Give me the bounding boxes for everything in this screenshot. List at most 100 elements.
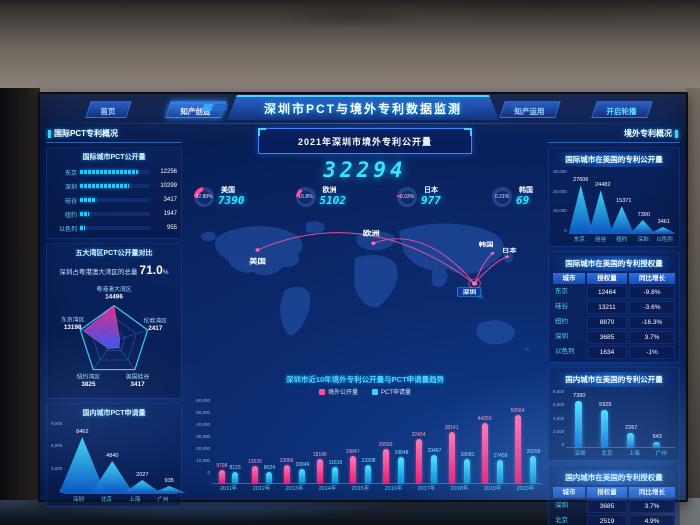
- tab-home-label: 首页: [100, 107, 116, 116]
- table-cell-growth: -16.3%: [629, 316, 675, 329]
- table-cell-grant: 2519: [587, 515, 627, 525]
- bar-fill: [80, 212, 89, 216]
- point-value: 15371: [616, 198, 632, 204]
- bar-pct: [530, 456, 537, 483]
- y-tick: 0: [561, 442, 565, 447]
- radar-label: 伦敦湾区: [144, 316, 168, 324]
- x-axis: 东京 硅谷 纽约 深圳 以色列: [569, 235, 675, 243]
- y-axis: 8,000 6,000 4,000 2,000 0: [553, 389, 564, 457]
- radar-label: 粤港澳大湾区: [96, 285, 131, 293]
- y-tick: 0: [207, 470, 210, 475]
- panel-marker-icon: [48, 129, 51, 138]
- share-unit: %: [162, 269, 169, 276]
- wall-background: [0, 0, 700, 95]
- bar-pub: [415, 439, 422, 483]
- table-cell-city: 深圳: [555, 502, 568, 509]
- bar-track: [80, 184, 150, 188]
- carousel-toggle-button[interactable]: 开启轮播: [591, 101, 653, 118]
- table-cell-grant: 1634: [587, 346, 627, 359]
- bar-value: 44250: [477, 416, 492, 422]
- share-value: 71.0: [139, 263, 163, 277]
- grant-table: 城市 授权量 同比增长 深圳 3685 3.7% 北京 2519 4.9% 上海…: [553, 487, 675, 525]
- intl-city-us-grant-panel: 国际城市在美国的专利授权量 城市 授权量 同比增长 东京 12464 -9.8%…: [548, 251, 680, 363]
- tab-ip-utilization-label: 知产运用: [514, 107, 545, 116]
- bar-chart: 8,000 6,000 4,000 2,000 0: [553, 389, 675, 457]
- bar-pct: [464, 459, 471, 483]
- radar-value: 13198: [64, 324, 82, 331]
- y-tick: 30,000: [553, 169, 567, 174]
- bar-value: 543: [652, 434, 662, 440]
- mountain-shenzhen: [630, 220, 655, 233]
- table-cell-grant: 3685: [587, 331, 627, 344]
- wall-right-edge: [686, 88, 700, 504]
- right-panel-header: 境外专利概况: [548, 127, 680, 143]
- x-tick: 纽约: [616, 237, 628, 243]
- table-cell-growth: 3.7%: [629, 500, 675, 513]
- x-axis: 深圳 北京 上海 广州: [64, 495, 177, 503]
- x-tick: 2013年: [285, 486, 304, 492]
- x-tick: 北京: [101, 497, 113, 503]
- x-tick: 北京: [601, 451, 613, 457]
- table-cell-city: 纽约: [555, 318, 568, 325]
- year-group: 18186 11619: [311, 398, 344, 483]
- tab-home[interactable]: 首页: [85, 101, 132, 118]
- bar-value: 17459: [493, 453, 508, 459]
- column-header: 城市: [553, 273, 585, 284]
- tab-ip-utilization[interactable]: 知产运用: [499, 101, 561, 118]
- bar-value: 11619: [328, 460, 343, 466]
- radar-value: 14496: [105, 294, 123, 301]
- donut-gauge: 22.88%: [194, 187, 214, 208]
- y-tick: 4,000: [553, 415, 565, 421]
- map-label-japan: 日本: [502, 246, 517, 254]
- gauge-japan: 3.03% 日本 977: [397, 187, 441, 208]
- bar-value: 13308: [361, 458, 376, 464]
- y-tick: 60,000: [196, 398, 210, 403]
- bar-row: 纽约 1947: [51, 207, 177, 221]
- x-tick: 深圳: [72, 497, 84, 503]
- gauge-value: 5102: [319, 194, 347, 208]
- mountain-silicon-valley: [588, 190, 613, 233]
- chart-title: 国内城市在美国的专利公开量: [553, 372, 675, 387]
- column-header: 城市: [553, 487, 585, 498]
- domestic-city-us-pub-panel: 国内城市在美国的专利公开量 8,000 6,000 4,000 2,000 0: [548, 367, 680, 461]
- bar-value: 50564: [510, 408, 525, 414]
- gauge-percent: 3.03%: [399, 194, 415, 201]
- bar-pct: [497, 460, 504, 483]
- bar-value: 12626: [247, 459, 262, 465]
- bar-pct: [266, 472, 273, 483]
- right-panel: 境外专利概况 国际城市在美国的专利公开量 30,000 20,000 10,00…: [548, 127, 680, 525]
- bar-value: 8024: [263, 465, 276, 471]
- x-tick: 深圳: [574, 451, 586, 457]
- donut-gauge: 0.21%: [492, 187, 512, 208]
- bar-track: [80, 226, 150, 230]
- bar-beijing: [601, 410, 609, 447]
- radar-label: 美国硅谷: [126, 372, 150, 380]
- table-cell-growth: -1%: [629, 346, 675, 359]
- table-cell-city: 东京: [555, 288, 568, 295]
- bar-value: 10299: [160, 183, 177, 189]
- bar-fill: [80, 184, 129, 188]
- bar-groups: 9798 8123 12626 8024 13066 10049 18186 11619…: [212, 398, 542, 484]
- bar-value: 9798: [216, 463, 228, 469]
- x-tick: 2015年: [351, 486, 370, 492]
- table-cell-growth: 4.9%: [629, 515, 675, 525]
- bar-pct: [365, 465, 372, 483]
- point-value: 2027: [136, 472, 149, 478]
- x-tick: 2017年: [417, 486, 436, 492]
- stat-title-box: 2021年深圳市境外专利公开量: [258, 128, 472, 154]
- bar-pub: [251, 466, 258, 483]
- x-tick: 上海: [628, 451, 640, 457]
- bar-row: 深圳 10299: [51, 179, 177, 193]
- x-tick: 东京: [573, 237, 585, 243]
- table-cell-growth: -9.8%: [629, 286, 675, 299]
- gauge-region: 欧洲: [319, 187, 340, 196]
- gauge-percent: 15.8%: [298, 194, 313, 201]
- left-panel: 国际PCT专利概况 国际城市PCT公开量 东京 12256 深圳 10299: [46, 127, 187, 507]
- year-group: 19847 13308: [344, 398, 377, 483]
- trend-body: 60,000 50,000 40,000 30,000 20,000 10,00…: [188, 398, 542, 484]
- bar-pct: [232, 472, 239, 483]
- gauge-korea: 0.21% 韩国 69: [492, 187, 536, 208]
- legend-swatch-cyan: [372, 388, 378, 395]
- left-panel-title: 国际PCT专利概况: [54, 129, 118, 138]
- point-value: 4840: [106, 453, 119, 459]
